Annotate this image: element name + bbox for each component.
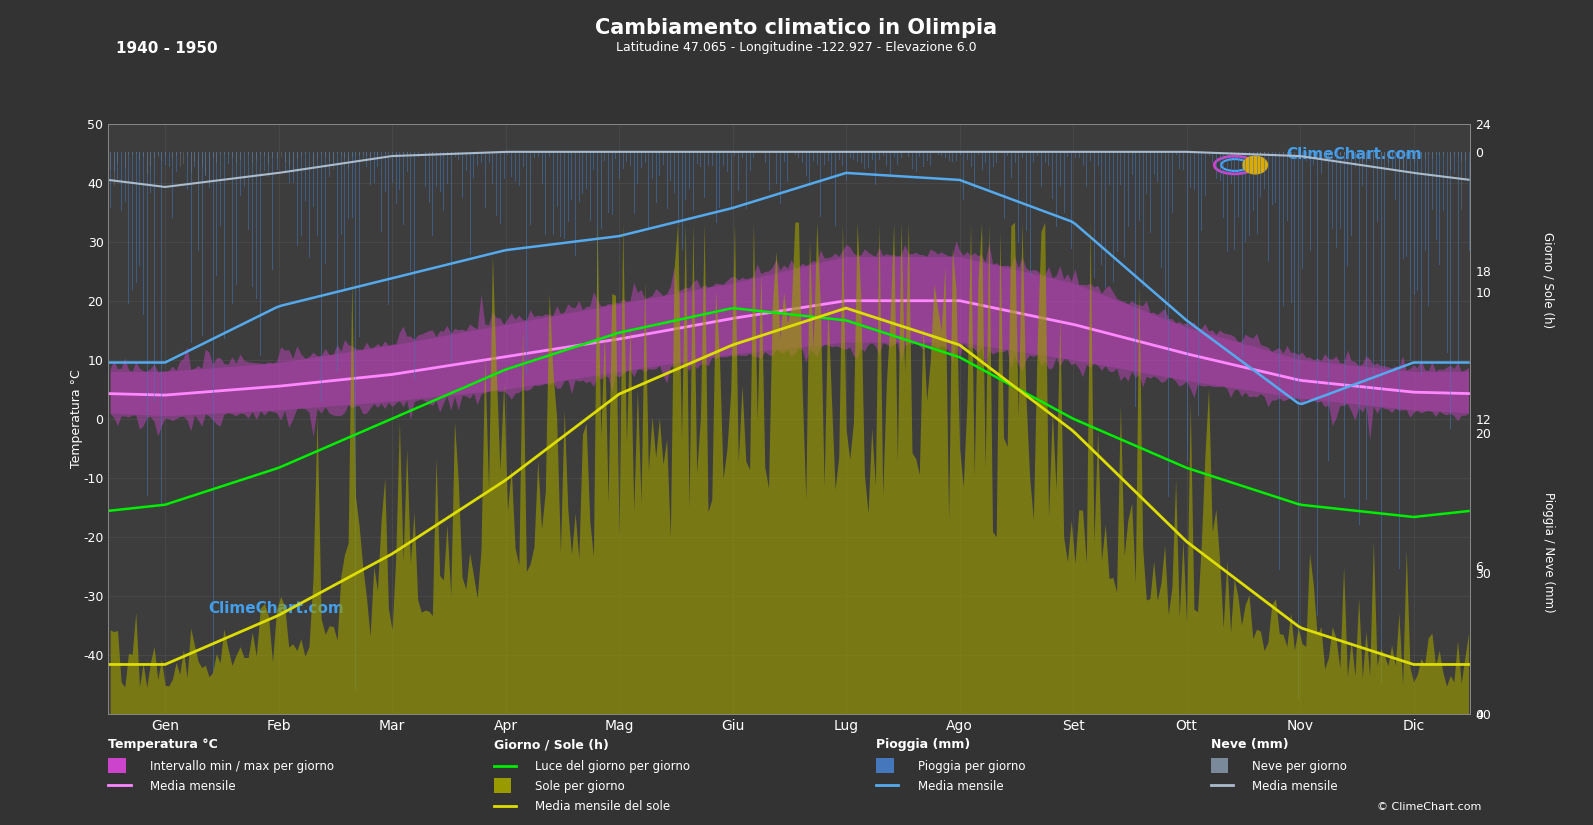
Text: ClimeChart.com: ClimeChart.com	[207, 601, 344, 616]
Text: ClimeChart.com: ClimeChart.com	[1287, 148, 1423, 163]
Text: Pioggia per giorno: Pioggia per giorno	[918, 760, 1024, 773]
Text: Luce del giorno per giorno: Luce del giorno per giorno	[535, 760, 690, 773]
Text: © ClimeChart.com: © ClimeChart.com	[1376, 802, 1481, 812]
Text: Temperatura °C: Temperatura °C	[108, 738, 218, 752]
Text: Giorno / Sole (h): Giorno / Sole (h)	[1542, 233, 1555, 328]
Text: Giorno / Sole (h): Giorno / Sole (h)	[494, 738, 609, 752]
Ellipse shape	[1243, 156, 1268, 174]
Y-axis label: Temperatura °C: Temperatura °C	[70, 370, 83, 468]
Text: Media mensile: Media mensile	[918, 780, 1004, 793]
Text: Intervallo min / max per giorno: Intervallo min / max per giorno	[150, 760, 335, 773]
Text: Cambiamento climatico in Olimpia: Cambiamento climatico in Olimpia	[596, 18, 997, 38]
Text: Sole per giorno: Sole per giorno	[535, 780, 624, 793]
Text: Media mensile: Media mensile	[150, 780, 236, 793]
Text: Neve per giorno: Neve per giorno	[1252, 760, 1348, 773]
Text: Pioggia / Neve (mm): Pioggia / Neve (mm)	[1542, 493, 1555, 613]
Text: Neve (mm): Neve (mm)	[1211, 738, 1289, 752]
Text: Media mensile: Media mensile	[1252, 780, 1338, 793]
Text: Latitudine 47.065 - Longitudine -122.927 - Elevazione 6.0: Latitudine 47.065 - Longitudine -122.927…	[616, 41, 977, 54]
Text: 1940 - 1950: 1940 - 1950	[116, 41, 218, 56]
Text: Media mensile del sole: Media mensile del sole	[535, 800, 671, 813]
Text: Pioggia (mm): Pioggia (mm)	[876, 738, 970, 752]
